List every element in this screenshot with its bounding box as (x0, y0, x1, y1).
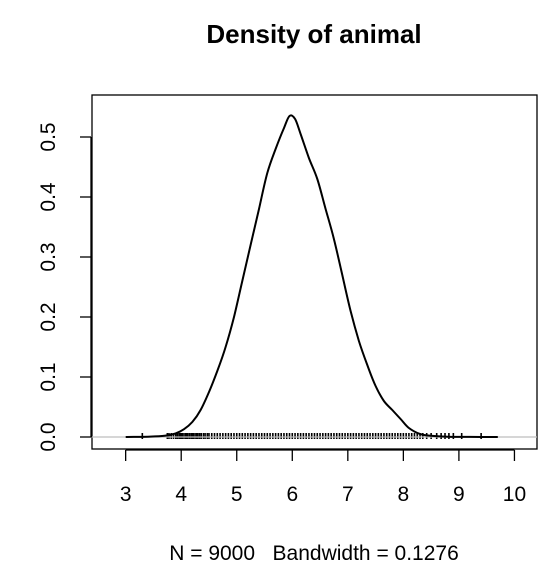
x-axis-label: N = 9000 Bandwidth = 0.1276 (169, 542, 459, 565)
x-tick-label: 6 (286, 483, 298, 506)
y-tick-label: 0.5 (37, 122, 60, 151)
y-tick-label: 0.2 (37, 302, 60, 331)
plot-frame (91, 94, 538, 450)
y-tick-label: 0.0 (37, 422, 60, 451)
y-tick-label: 0.3 (37, 242, 60, 271)
x-tick-label: 4 (175, 483, 187, 506)
y-tick-label: 0.1 (37, 362, 60, 391)
x-tick-label: 3 (120, 483, 132, 506)
x-tick-label: 5 (231, 483, 243, 506)
x-tick-label: 8 (398, 483, 410, 506)
x-tick-label: 10 (503, 483, 526, 506)
chart-title: Density of animal (206, 19, 421, 49)
y-tick-label: 0.4 (37, 182, 60, 212)
x-tick-label: 7 (342, 483, 354, 506)
x-axis: 3 4 5 6 7 8 9 10 (120, 449, 526, 506)
y-axis: 0.0 0.1 0.2 0.3 0.4 0.5 (37, 122, 92, 452)
x-tick-label: 9 (453, 483, 465, 506)
density-curve (125, 114, 498, 438)
